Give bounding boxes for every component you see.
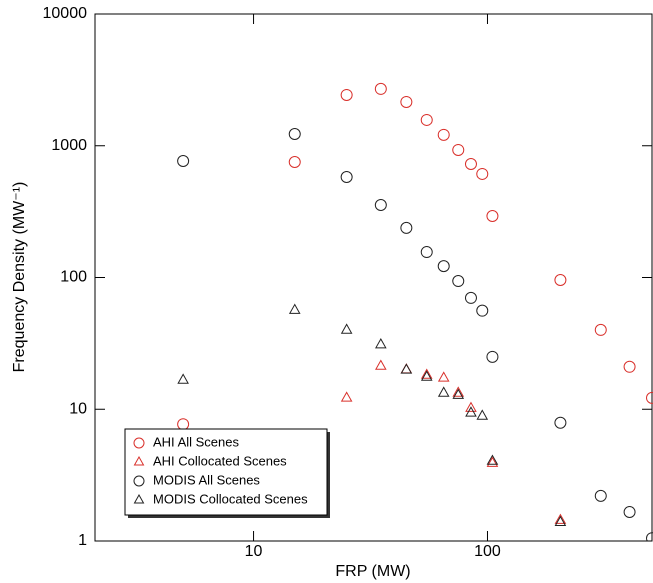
point (646, 532, 653, 541)
point (554, 513, 567, 524)
point (476, 409, 489, 420)
point (465, 401, 477, 412)
point (420, 370, 433, 381)
point (554, 274, 567, 287)
point (476, 167, 489, 180)
point (486, 456, 499, 467)
x-axis-label: FRP (MW) (335, 563, 410, 580)
point (437, 260, 450, 273)
point (623, 506, 636, 519)
point (340, 88, 353, 101)
point (594, 323, 607, 336)
point (177, 155, 190, 168)
point (288, 303, 301, 314)
legend-marker (133, 493, 145, 504)
point (464, 157, 477, 170)
legend-marker (133, 475, 145, 487)
y-axis-label: Frequency Density (MW⁻¹) (11, 182, 28, 373)
point (177, 373, 189, 384)
point (646, 391, 653, 404)
point (452, 275, 465, 288)
legend-label: MODIS Collocated Scenes (153, 491, 308, 506)
y-tick-label: 1 (78, 532, 87, 549)
legend: AHI All Scenes AHI Collocated Scenes MODIS… (124, 428, 330, 518)
legend-label: MODIS All Scenes (153, 472, 260, 487)
point (374, 82, 387, 95)
point (340, 323, 353, 334)
point (340, 171, 353, 184)
point (486, 209, 499, 222)
point (437, 386, 450, 397)
point (476, 304, 489, 317)
point (375, 359, 387, 370)
legend-box (124, 428, 328, 516)
point (288, 155, 301, 168)
legend-label: AHI All Scenes (153, 434, 239, 449)
point (374, 199, 387, 212)
point (400, 363, 413, 374)
point (177, 418, 190, 431)
y-tick-label: 1000 (51, 137, 87, 154)
x-tick-label: 10 (245, 543, 263, 560)
legend-marker (133, 437, 145, 449)
point (420, 113, 433, 126)
point (420, 368, 433, 379)
point (465, 406, 477, 417)
point (486, 350, 499, 363)
legend-marker (133, 455, 145, 466)
points (177, 82, 653, 541)
point (452, 388, 465, 399)
y-tick-label: 10 (69, 400, 87, 417)
point (437, 128, 450, 141)
point (452, 386, 465, 397)
point (554, 515, 567, 526)
point (623, 360, 636, 373)
point (400, 95, 413, 108)
point (594, 489, 607, 502)
point (288, 127, 301, 140)
point (400, 363, 413, 374)
point (437, 371, 450, 382)
point (375, 337, 387, 349)
point (340, 391, 353, 402)
x-tick-label: 100 (474, 543, 501, 560)
point (452, 143, 465, 156)
point (400, 221, 413, 234)
y-tick-label: 100 (60, 269, 87, 286)
point (464, 291, 477, 304)
point (486, 454, 499, 465)
legend-label: AHI Collocated Scenes (153, 453, 287, 468)
y-tick-label: 10000 (43, 5, 88, 22)
point (554, 416, 567, 429)
point (420, 246, 433, 259)
